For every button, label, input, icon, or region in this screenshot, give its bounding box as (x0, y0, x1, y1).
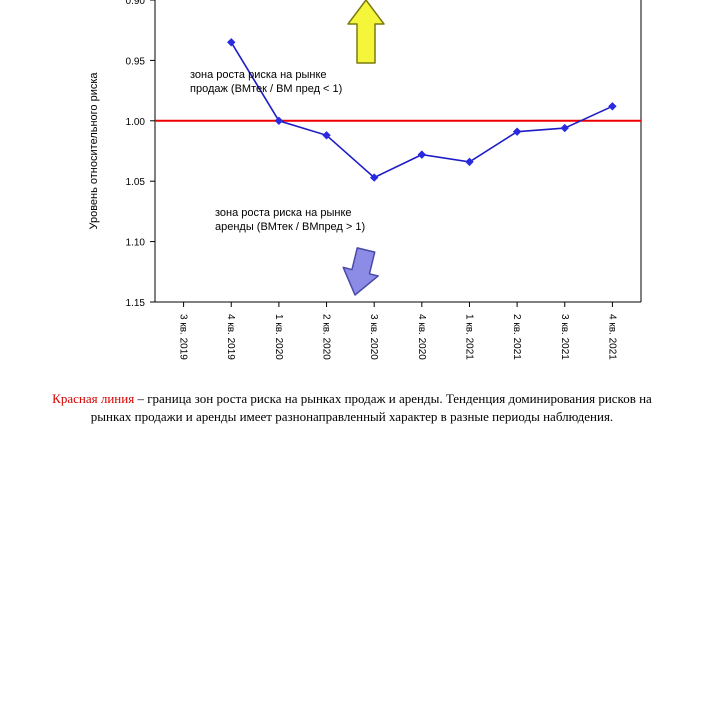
svg-text:1 кв. 2021: 1 кв. 2021 (463, 314, 474, 360)
svg-text:Уровень относительного риска: Уровень относительного риска (88, 72, 100, 230)
svg-text:зона роста риска на рынке: зона роста риска на рынке (215, 207, 352, 219)
svg-text:3 кв. 2019: 3 кв. 2019 (178, 314, 189, 360)
risk-chart: 0.90 0.95 1.00 1.05 1.10 1.15 Уровень относите… (0, 0, 704, 380)
svg-text:4 кв. 2020: 4 кв. 2020 (416, 314, 427, 360)
chart-svg: 0.90 0.95 1.00 1.05 1.10 1.15 Уровень относите… (0, 0, 704, 380)
svg-text:0.95: 0.95 (126, 56, 146, 67)
svg-text:1.00: 1.00 (126, 117, 146, 128)
svg-text:аренды (ВМтек / ВМпред > 1): аренды (ВМтек / ВМпред > 1) (215, 221, 365, 233)
svg-text:1 кв. 2020: 1 кв. 2020 (273, 314, 284, 360)
svg-text:2 кв. 2021: 2 кв. 2021 (511, 314, 522, 360)
svg-text:0.90: 0.90 (126, 0, 146, 7)
svg-text:4 кв. 2021: 4 кв. 2021 (606, 314, 617, 360)
caption-text: – граница зон роста риска на рынках прод… (91, 391, 652, 424)
svg-text:1.15: 1.15 (126, 298, 146, 309)
caption-red-label: Красная линия (52, 391, 134, 406)
svg-text:3 кв. 2020: 3 кв. 2020 (368, 314, 379, 360)
svg-text:1.05: 1.05 (126, 177, 146, 188)
chart-caption: Красная линия – граница зон роста риска … (32, 390, 672, 425)
svg-text:зона роста риска на рынке: зона роста риска на рынке (190, 69, 327, 81)
svg-text:2 кв. 2020: 2 кв. 2020 (321, 314, 332, 360)
svg-text:3 кв. 2021: 3 кв. 2021 (559, 314, 570, 360)
svg-text:продаж (ВМтек / ВМ пред < 1): продаж (ВМтек / ВМ пред < 1) (190, 83, 342, 95)
svg-text:1.10: 1.10 (126, 238, 146, 249)
svg-text:4 кв. 2019: 4 кв. 2019 (225, 314, 236, 360)
